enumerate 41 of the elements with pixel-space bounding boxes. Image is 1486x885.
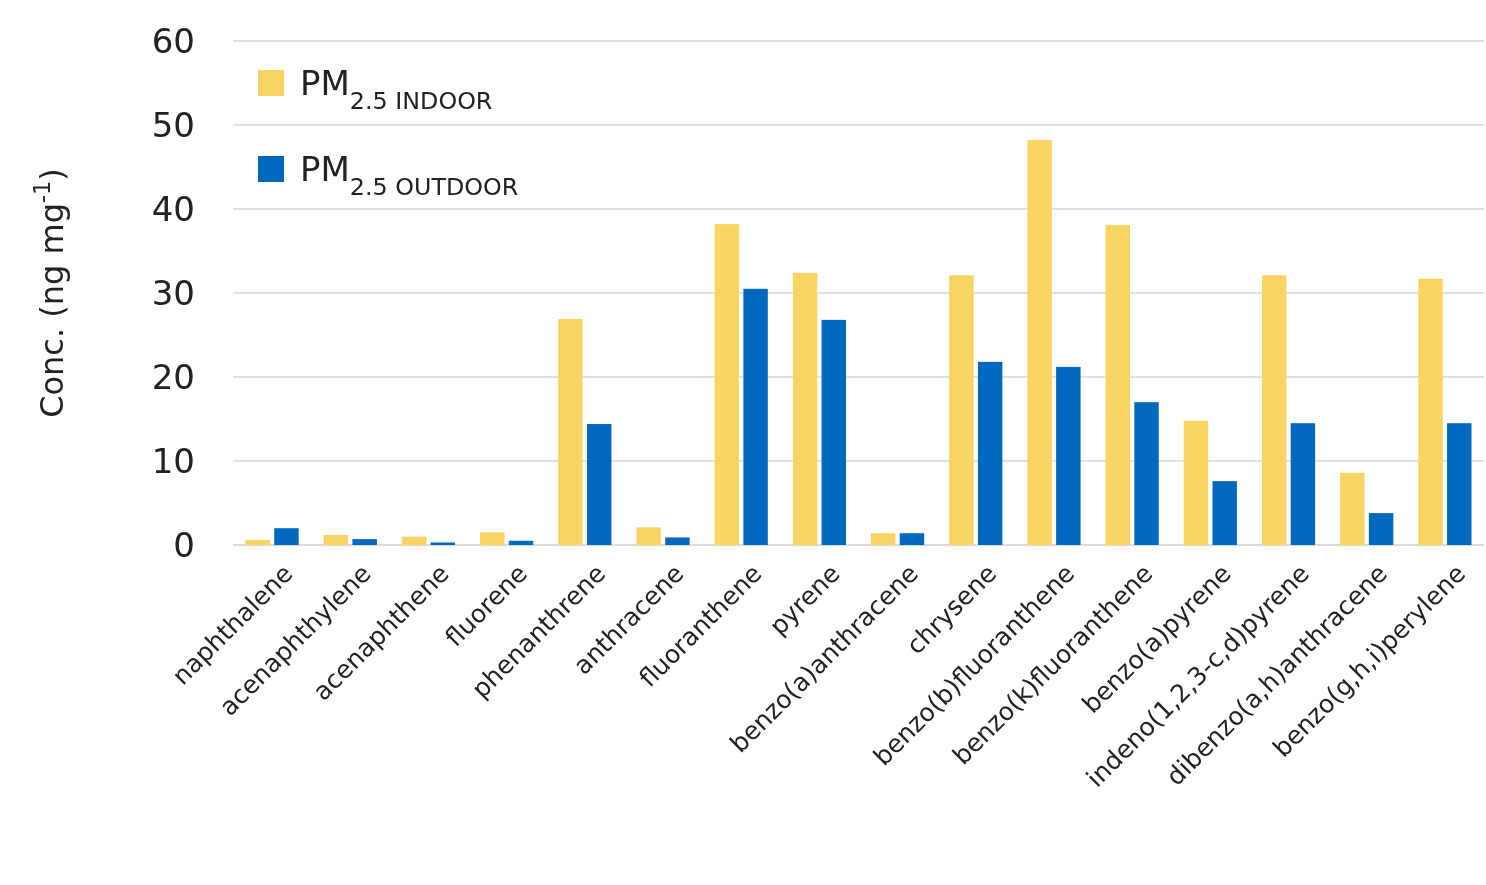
bar: [1212, 481, 1237, 545]
bar: [480, 532, 505, 545]
bar: [1183, 420, 1209, 545]
bar: [558, 319, 583, 545]
bar: [1340, 472, 1365, 545]
y-tick-label: 10: [151, 440, 195, 481]
bar: [871, 533, 896, 545]
bar: [665, 537, 690, 545]
bar: [1105, 224, 1130, 545]
bar: [636, 527, 661, 545]
bar: [1027, 140, 1052, 545]
bar: [587, 424, 612, 545]
bar: [1368, 513, 1394, 545]
bar: [245, 539, 270, 545]
bar: [430, 542, 456, 545]
y-tick-label: 20: [151, 356, 195, 397]
y-tick-label: 40: [151, 188, 195, 229]
bar: [508, 540, 534, 545]
bar: [323, 534, 349, 545]
bar: [743, 288, 768, 545]
bar: [1134, 402, 1159, 545]
y-tick-label: 50: [151, 104, 195, 145]
bar: [977, 361, 1003, 545]
legend-label: PM$_{2.5 OUTDOOR}$: [300, 148, 519, 201]
bar: [274, 528, 299, 545]
bar: [1056, 366, 1081, 545]
bar: [792, 272, 818, 545]
bar: [401, 536, 427, 545]
bar: [821, 319, 846, 545]
bar: [949, 275, 974, 545]
bar: [1447, 423, 1472, 545]
legend-label: PM$_{2.5 INDOOR}$: [300, 62, 493, 115]
y-tick-label: 30: [151, 272, 195, 313]
bar: [899, 533, 925, 545]
bar: [352, 539, 377, 545]
bar: [1418, 278, 1443, 545]
bar: [714, 224, 740, 545]
y-tick-label: 0: [173, 524, 195, 565]
bar: [1261, 275, 1287, 545]
bar: [1290, 423, 1316, 545]
y-tick-label: 60: [151, 20, 195, 61]
